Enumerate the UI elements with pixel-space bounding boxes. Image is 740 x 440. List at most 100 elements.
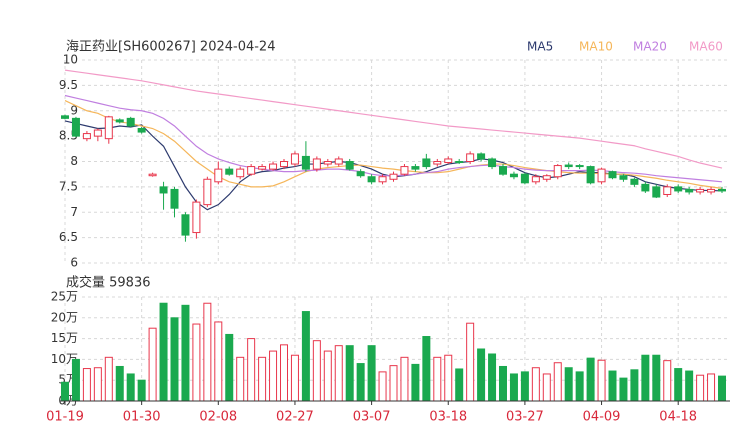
volume-bar — [192, 323, 201, 402]
x-tick-label: 01-30 — [123, 410, 161, 425]
volume-bar — [488, 353, 497, 402]
candle-body — [345, 161, 354, 170]
candle-body — [61, 115, 69, 119]
candle-body — [389, 173, 398, 180]
volume-bar — [466, 322, 475, 402]
y-tick-label: 20万 — [51, 310, 78, 324]
candle-body — [378, 176, 387, 183]
volume-bar — [718, 375, 726, 402]
volume-bar — [137, 379, 146, 402]
chart-title: 海正药业[SH600267] 2024-04-24 — [66, 40, 275, 55]
volume-bar — [126, 373, 135, 402]
candle-body — [608, 171, 617, 179]
candle-body — [455, 161, 464, 164]
candle-body — [531, 176, 540, 183]
candle-body — [685, 188, 694, 193]
volume-bar — [707, 373, 716, 402]
x-tick-label: 03-07 — [353, 410, 391, 425]
candle-body — [334, 158, 343, 165]
candle-body — [159, 186, 168, 194]
volume-bar — [181, 304, 190, 402]
volume-bar — [455, 368, 464, 402]
volume-bar — [630, 369, 639, 402]
volume-bar — [61, 381, 69, 402]
volume-bar — [236, 356, 245, 402]
volume-bar — [542, 373, 551, 402]
candle-body — [290, 153, 299, 165]
candle-body — [499, 166, 507, 175]
candle-body — [652, 186, 661, 198]
volume-bar — [71, 358, 80, 402]
volume-bar — [608, 370, 617, 402]
x-tick-label: 04-18 — [659, 410, 697, 425]
volume-bar — [269, 350, 278, 402]
candle-body — [356, 171, 365, 177]
candle-body — [280, 161, 288, 168]
candle-body — [542, 175, 551, 180]
candle-body — [553, 165, 562, 178]
volume-bar — [586, 357, 595, 402]
volume-bar — [520, 371, 529, 402]
x-tick-label: 04-09 — [583, 410, 621, 425]
volume-bar — [280, 344, 288, 402]
candle-body — [444, 158, 453, 164]
legend-entry: MA10 — [579, 40, 613, 54]
y-tick-label: 6 — [70, 256, 78, 270]
volume-bar — [411, 363, 420, 402]
volume-bar — [531, 367, 540, 402]
volume-bar — [564, 367, 573, 402]
volume-bar — [345, 345, 354, 402]
volume-bar — [225, 333, 234, 402]
candle-body — [312, 158, 321, 170]
volume-bar — [159, 302, 168, 402]
candle-body — [236, 168, 245, 178]
candle-body — [597, 168, 606, 183]
candle-body — [630, 178, 639, 185]
candle-body — [82, 133, 91, 140]
volume-bar — [400, 356, 409, 402]
candle-body — [422, 158, 431, 168]
x-tick-label: 03-27 — [506, 410, 544, 425]
volume-bar — [433, 356, 442, 402]
volume-bar — [597, 359, 606, 402]
candle-body — [696, 188, 705, 193]
volume-bar — [477, 348, 486, 402]
candle-body — [477, 153, 486, 160]
candle-body — [619, 175, 628, 180]
volume-bar — [674, 368, 683, 402]
volume-bar — [203, 302, 212, 402]
candle-body — [170, 188, 179, 209]
y-tick-label: 7 — [70, 205, 78, 219]
candle-body — [126, 117, 135, 127]
candle-body — [509, 173, 518, 178]
volume-bar — [641, 354, 650, 402]
y-tick-label: 25万 — [51, 290, 78, 304]
volume-bar — [389, 365, 398, 402]
candle-body — [586, 166, 595, 184]
volume-bar — [214, 321, 223, 402]
volume-bar — [575, 371, 584, 402]
x-tick-label: 01-19 — [46, 410, 84, 425]
candle-body — [181, 214, 190, 236]
candle-body — [71, 117, 80, 137]
candle-body — [93, 129, 102, 137]
volume-bar — [115, 365, 124, 402]
candle-body — [148, 173, 157, 177]
candle-body — [718, 188, 726, 192]
volume-bar — [685, 370, 694, 402]
volume-bar — [247, 338, 256, 402]
x-tick-label: 02-27 — [276, 410, 314, 425]
candle-body — [367, 176, 376, 183]
y-tick-label: 9.5 — [59, 78, 78, 92]
candle-body — [192, 201, 201, 234]
volume-bar — [356, 363, 365, 402]
candle-body — [115, 119, 124, 123]
candle-body — [400, 166, 409, 175]
candle-body — [674, 186, 683, 192]
legend-entry: MA5 — [527, 40, 553, 54]
volume-bar — [696, 374, 705, 402]
legend-entry: MA60 — [689, 40, 723, 54]
candle-body — [411, 166, 420, 170]
candle-body — [137, 128, 146, 133]
